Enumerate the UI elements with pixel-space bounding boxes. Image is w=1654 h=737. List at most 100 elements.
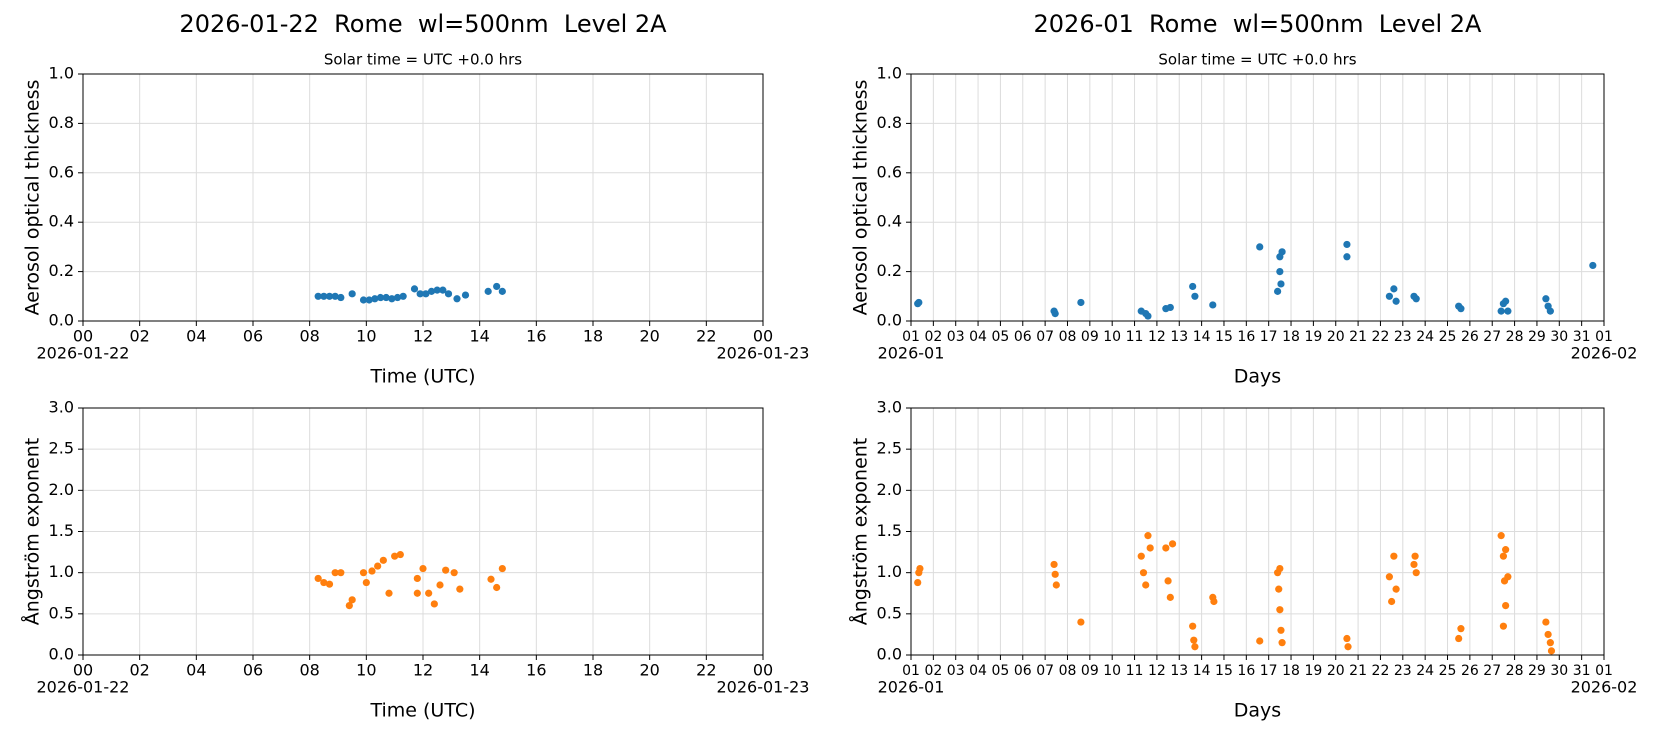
point bbox=[314, 292, 322, 300]
point bbox=[1542, 295, 1550, 303]
point bbox=[345, 602, 353, 610]
point bbox=[1589, 261, 1597, 270]
point bbox=[314, 574, 322, 583]
x-axis-title: Days bbox=[1234, 366, 1281, 388]
x-tick-label: 18 bbox=[1282, 663, 1300, 679]
point bbox=[393, 293, 402, 302]
point bbox=[413, 589, 421, 597]
x-tick-label: 18 bbox=[1282, 329, 1300, 345]
x-tick-label: 08 bbox=[1059, 663, 1077, 679]
x-tick-label: 18 bbox=[583, 661, 603, 680]
point bbox=[493, 282, 501, 291]
point bbox=[1139, 569, 1148, 577]
x-tick-label: 06 bbox=[243, 661, 263, 680]
y-tick-label: 2.0 bbox=[877, 480, 902, 499]
point bbox=[1256, 637, 1264, 645]
x-tick-label: 31 bbox=[1573, 663, 1591, 679]
x-tick-label: 14 bbox=[1193, 663, 1211, 679]
x-tick-label: 28 bbox=[1506, 329, 1524, 345]
point bbox=[396, 550, 404, 559]
point bbox=[1276, 268, 1284, 276]
y-tick-label: 0.0 bbox=[877, 311, 902, 330]
x-tick-label: 16 bbox=[526, 327, 546, 346]
point bbox=[1502, 297, 1510, 305]
x-tick-label: 29 bbox=[1528, 663, 1546, 679]
point bbox=[1050, 560, 1058, 569]
x-tick-sublabel: 2026-02 bbox=[1571, 344, 1638, 363]
point bbox=[442, 566, 450, 574]
y-tick-label: 0.8 bbox=[49, 113, 74, 132]
point bbox=[1277, 626, 1285, 634]
point bbox=[1191, 292, 1199, 300]
y-tick-label: 0.6 bbox=[49, 162, 74, 181]
point bbox=[337, 293, 345, 302]
point bbox=[359, 296, 368, 304]
x-tick-label: 20 bbox=[1327, 663, 1345, 679]
x-tick-label: 06 bbox=[1014, 329, 1032, 345]
point bbox=[379, 556, 387, 564]
point bbox=[1190, 636, 1198, 644]
point bbox=[1502, 602, 1510, 610]
y-axis-title: Aerosol optical thickness bbox=[850, 80, 872, 316]
point bbox=[1210, 597, 1218, 606]
point bbox=[1256, 243, 1264, 251]
x-tick-label: 02 bbox=[924, 663, 942, 679]
x-tick-label: 22 bbox=[696, 661, 716, 680]
point bbox=[1542, 618, 1550, 626]
x-tick-label: 15 bbox=[1215, 329, 1233, 345]
x-tick-label: 17 bbox=[1260, 663, 1278, 679]
point bbox=[422, 290, 430, 298]
point bbox=[1504, 573, 1512, 581]
x-tick-label: 29 bbox=[1528, 329, 1546, 345]
point bbox=[1457, 305, 1465, 313]
chart-title: 2026-01 Rome wl=500nm Level 2A bbox=[1034, 10, 1483, 38]
x-tick-label: 12 bbox=[413, 327, 433, 346]
x-tick-label: 30 bbox=[1550, 329, 1568, 345]
x-tick-label: 07 bbox=[1036, 663, 1054, 679]
point bbox=[1051, 309, 1059, 318]
chart-subtitle: Solar time = UTC +0.0 hrs bbox=[324, 51, 522, 69]
x-axis-title: Time (UTC) bbox=[369, 700, 475, 722]
point bbox=[1392, 585, 1400, 593]
x-tick-label: 17 bbox=[1260, 329, 1278, 345]
y-axis-title: Ångström exponent bbox=[21, 438, 44, 626]
x-tick-label: 07 bbox=[1036, 329, 1054, 345]
x-tick-label: 13 bbox=[1170, 329, 1188, 345]
point bbox=[1164, 577, 1172, 585]
y-tick-label: 0.2 bbox=[877, 261, 902, 280]
point bbox=[1274, 287, 1282, 295]
point bbox=[1144, 532, 1152, 540]
point bbox=[493, 583, 501, 592]
point bbox=[1343, 253, 1351, 261]
x-tick-label: 13 bbox=[1170, 663, 1188, 679]
plot-frame bbox=[910, 407, 1605, 656]
point bbox=[1392, 297, 1400, 305]
x-tick-label: 00 bbox=[73, 661, 93, 680]
chart-title: 2026-01-22 Rome wl=500nm Level 2A bbox=[179, 10, 667, 38]
x-tick-label: 20 bbox=[639, 661, 659, 680]
y-tick-label: 2.5 bbox=[877, 439, 902, 458]
point bbox=[1499, 622, 1508, 630]
x-tick-sublabel: 2026-02 bbox=[1571, 678, 1638, 697]
plot-frame bbox=[82, 73, 764, 322]
point bbox=[1162, 544, 1170, 552]
point bbox=[320, 292, 328, 300]
x-tick-sublabel: 2026-01-22 bbox=[37, 344, 130, 363]
plot-frame bbox=[82, 407, 764, 656]
point bbox=[1343, 240, 1351, 249]
y-tick-label: 0.0 bbox=[49, 645, 74, 664]
x-tick-label: 21 bbox=[1349, 663, 1367, 679]
x-tick-label: 14 bbox=[1193, 329, 1211, 345]
x-tick-label: 14 bbox=[469, 327, 489, 346]
point bbox=[1189, 622, 1197, 630]
point bbox=[362, 578, 370, 587]
point bbox=[337, 569, 345, 577]
point bbox=[915, 298, 923, 307]
point bbox=[484, 287, 492, 295]
x-tick-label: 19 bbox=[1304, 329, 1322, 345]
y-tick-label: 1.5 bbox=[877, 521, 902, 540]
point bbox=[453, 295, 461, 303]
y-tick-label: 3.0 bbox=[877, 398, 902, 417]
x-tick-label: 24 bbox=[1416, 329, 1434, 345]
